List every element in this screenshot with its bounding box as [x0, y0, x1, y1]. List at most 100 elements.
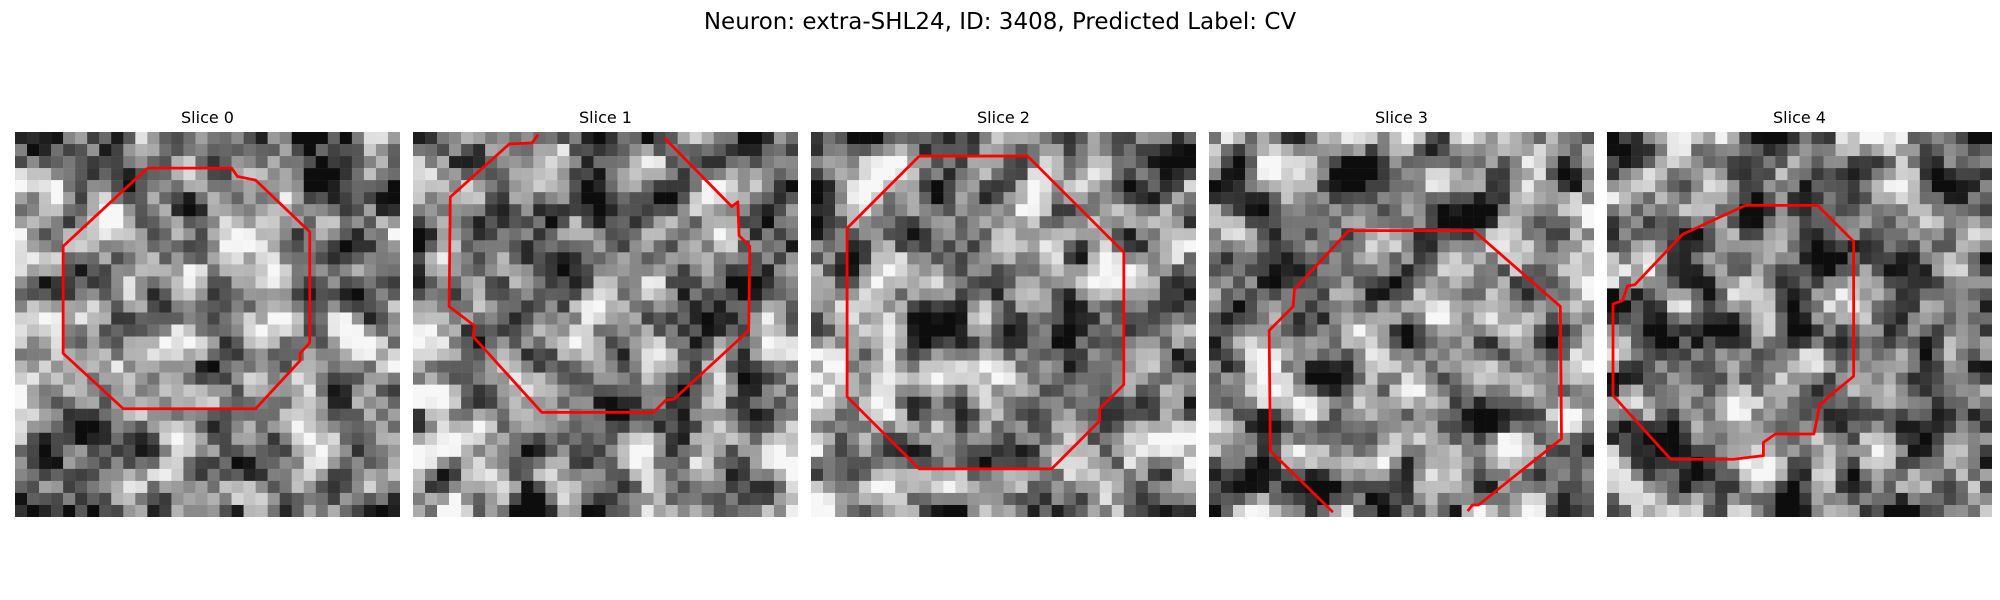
pixel — [1955, 300, 1969, 313]
pixel — [1581, 132, 1594, 145]
pixel — [737, 504, 751, 517]
pixel — [1257, 240, 1270, 253]
pixel — [1147, 372, 1161, 385]
pixel — [859, 348, 872, 361]
pixel — [1281, 228, 1294, 241]
pixel — [1015, 360, 1028, 373]
pixel — [425, 408, 438, 421]
pixel — [967, 492, 980, 506]
pixel — [1667, 216, 1680, 229]
pixel — [135, 192, 148, 205]
pixel — [1365, 432, 1378, 446]
pixel — [195, 144, 208, 157]
pixel — [1619, 132, 1632, 145]
pixel — [509, 480, 522, 494]
pixel — [387, 504, 400, 517]
pixel — [1437, 420, 1450, 434]
pixel — [1099, 384, 1113, 397]
pixel — [1087, 444, 1100, 458]
pixel — [557, 492, 570, 506]
pixel — [629, 156, 642, 169]
pixel — [135, 408, 148, 421]
pixel — [135, 456, 148, 470]
pixel — [1233, 336, 1246, 349]
pixel — [713, 444, 727, 458]
pixel — [1015, 372, 1028, 385]
pixel — [1461, 360, 1474, 373]
pixel — [219, 396, 232, 409]
pixel — [653, 144, 666, 157]
pixel — [943, 192, 956, 205]
pixel — [1075, 300, 1088, 313]
pixel — [883, 336, 896, 349]
pixel — [1931, 348, 1945, 361]
pixel — [1667, 132, 1680, 145]
pixel — [1667, 360, 1680, 373]
pixel — [135, 432, 148, 446]
pixel — [1979, 336, 1992, 349]
pixel — [1919, 336, 1933, 349]
pixel — [1329, 360, 1342, 373]
pixel — [1643, 432, 1656, 446]
pixel — [111, 360, 124, 373]
pixel — [689, 144, 702, 157]
pixel — [485, 168, 498, 181]
pixel — [1437, 216, 1450, 229]
pixel — [1221, 264, 1234, 277]
pixel — [1895, 144, 1909, 157]
pixel — [99, 480, 112, 494]
pixel — [1727, 180, 1740, 193]
pixel — [979, 396, 992, 409]
pixel — [1497, 240, 1511, 253]
pixel — [823, 144, 836, 157]
pixel — [1027, 396, 1040, 409]
pixel — [1075, 504, 1088, 517]
pixel — [1703, 252, 1716, 265]
pixel — [159, 456, 172, 470]
pixel — [1075, 216, 1088, 229]
pixel — [1485, 360, 1498, 373]
pixel — [761, 420, 775, 434]
pixel — [1365, 168, 1378, 181]
pixel — [1643, 348, 1656, 361]
pixel — [1389, 300, 1402, 313]
pixel — [375, 480, 389, 494]
pixel — [1111, 252, 1125, 265]
pixel — [629, 372, 642, 385]
pixel — [1955, 216, 1969, 229]
pixel — [1353, 372, 1366, 385]
pixel — [1545, 252, 1559, 265]
pixel — [183, 336, 196, 349]
pixel — [557, 504, 570, 517]
pixel — [27, 216, 40, 229]
pixel — [1221, 252, 1234, 265]
pixel — [1979, 432, 1992, 446]
pixel — [1919, 264, 1933, 277]
pixel — [629, 504, 642, 517]
pixel — [1377, 384, 1390, 397]
pixel — [943, 408, 956, 421]
pixel — [1257, 300, 1270, 313]
pixel — [425, 312, 438, 325]
pixel — [871, 312, 884, 325]
pixel — [749, 420, 763, 434]
pixel — [1473, 216, 1486, 229]
pixel — [1221, 372, 1234, 385]
pixel — [1835, 204, 1848, 217]
pixel — [195, 504, 208, 517]
pixel — [1015, 132, 1028, 145]
pixel — [183, 468, 196, 482]
pixel — [1871, 384, 1884, 397]
pixel — [1581, 444, 1594, 458]
slice-title: Slice 3 — [1375, 108, 1428, 127]
pixel — [255, 324, 268, 337]
pixel — [1099, 132, 1113, 145]
pixel — [1883, 312, 1896, 325]
pixel — [159, 336, 172, 349]
pixel — [1269, 192, 1282, 205]
pixel — [111, 228, 124, 241]
pixel — [979, 144, 992, 157]
pixel — [617, 180, 630, 193]
pixel — [1811, 444, 1824, 458]
pixel — [1003, 396, 1016, 409]
